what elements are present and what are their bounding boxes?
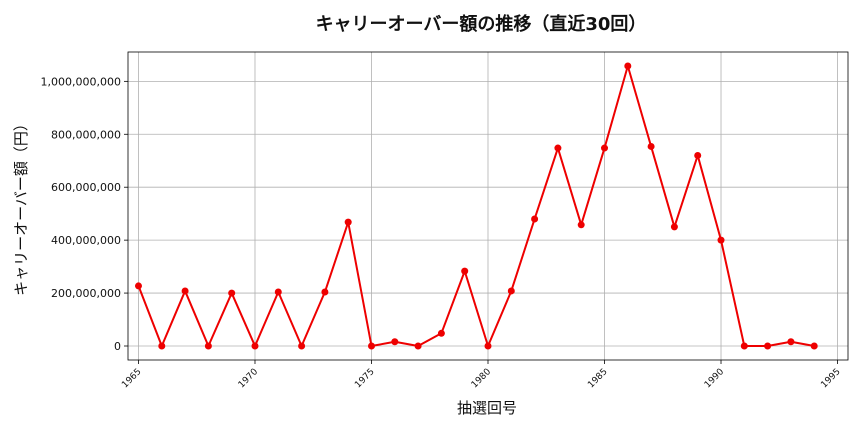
series-line xyxy=(137,65,815,347)
data-point xyxy=(624,62,632,70)
x-axis-label: 抽選回号 xyxy=(457,399,517,417)
data-point xyxy=(391,338,399,346)
x-tick-label: 1970 xyxy=(237,367,260,390)
series-layer xyxy=(134,62,818,350)
y-tick-label: 200,000,000 xyxy=(51,287,121,300)
data-point xyxy=(321,288,329,296)
data-point xyxy=(554,144,562,152)
y-tick-label: 400,000,000 xyxy=(51,234,121,247)
y-tick-label: 600,000,000 xyxy=(51,181,121,194)
data-point xyxy=(461,267,469,275)
y-axis-ticks: 0 200,000,000 400,000,000 600,000,000 800,00… xyxy=(41,75,128,353)
data-point xyxy=(670,223,678,231)
x-tick-label: 1990 xyxy=(703,367,726,390)
data-point xyxy=(228,289,236,297)
data-point xyxy=(204,342,212,350)
x-tick-label: 1975 xyxy=(353,367,376,390)
data-point xyxy=(274,288,282,296)
data-point xyxy=(437,329,445,337)
data-point xyxy=(531,215,539,223)
data-point xyxy=(251,342,259,350)
data-point xyxy=(717,236,725,244)
x-tick-label: 1965 xyxy=(120,367,143,390)
data-point xyxy=(577,221,585,229)
data-point xyxy=(740,342,748,350)
data-point xyxy=(298,342,306,350)
y-tick-label: 0 xyxy=(114,340,121,353)
data-point xyxy=(810,342,818,350)
data-point xyxy=(507,287,515,295)
y-tick-label: 800,000,000 xyxy=(51,128,121,141)
data-point xyxy=(601,144,609,152)
y-axis-label: キャリーオーバー額（円） xyxy=(12,116,30,296)
x-tick-label: 1995 xyxy=(819,367,842,390)
data-point xyxy=(414,342,422,350)
data-point xyxy=(134,282,142,290)
x-tick-label: 1980 xyxy=(470,367,493,390)
data-point xyxy=(694,151,702,159)
data-point xyxy=(484,342,492,350)
x-tick-label: 1985 xyxy=(586,367,609,390)
data-point xyxy=(181,287,189,295)
y-tick-label: 1,000,000,000 xyxy=(41,75,121,88)
x-axis-ticks: 1965 1970 1975 1980 1985 1990 1995 xyxy=(120,360,843,390)
chart-title: キャリーオーバー額の推移（直近30回） xyxy=(316,13,647,35)
data-point xyxy=(367,342,375,350)
data-point xyxy=(158,342,166,350)
grid-lines xyxy=(128,52,848,360)
data-point xyxy=(647,142,655,150)
data-point xyxy=(344,218,352,226)
data-point xyxy=(764,342,772,350)
data-point xyxy=(787,338,795,346)
